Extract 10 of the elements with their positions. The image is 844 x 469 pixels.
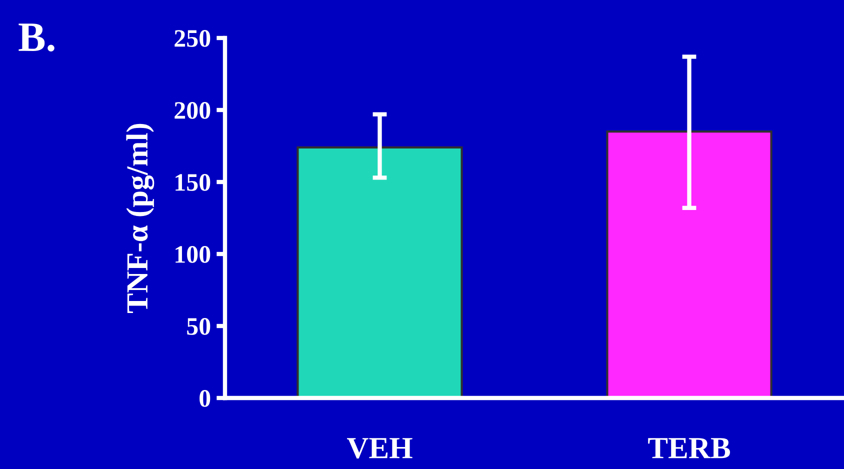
y-tick-label: 0 [200,390,210,407]
y-tick-label: 150 [176,174,210,191]
y-tick-label: 100 [176,246,210,263]
y-tick-label: 50 [187,318,210,335]
y-tick-label: 200 [174,102,210,119]
x-tick-label: VEH [346,438,412,459]
y-tick-label: 250 [174,30,210,47]
x-tick-label: TERB [648,438,730,458]
chart-title: B. [18,24,54,52]
y-axis-title: TNF-α (pg/ml) [126,124,154,314]
